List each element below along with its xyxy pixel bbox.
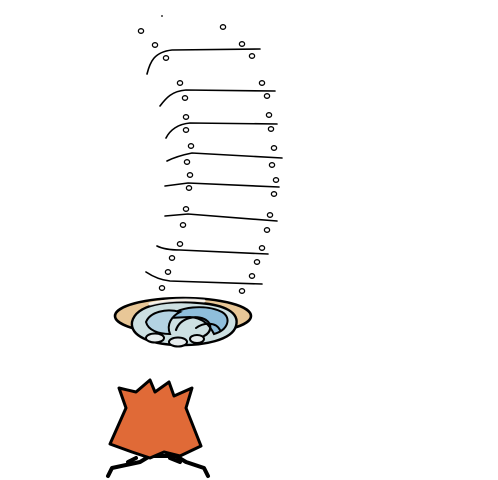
small-ring-icon (268, 162, 276, 168)
small-ring-icon (248, 53, 256, 59)
small-ring-icon (151, 42, 159, 48)
rung-ladder (145, 48, 283, 285)
small-ring-icon (258, 245, 266, 251)
portal-swirl-band (165, 306, 229, 336)
small-ring-icon (176, 80, 184, 86)
creature-legs (106, 454, 210, 478)
small-ring-icon (185, 185, 193, 191)
small-ring-icon (219, 24, 227, 30)
rung-5 (164, 182, 280, 188)
small-ring-icon (181, 95, 189, 101)
small-ring-icon (162, 55, 170, 61)
swirl-portal-icon (113, 296, 253, 348)
small-ring-icon (270, 145, 278, 151)
rung-8 (145, 271, 263, 285)
small-ring-icon (270, 191, 278, 197)
small-ring-icon (253, 259, 261, 265)
small-ring-icon (187, 143, 195, 149)
small-ring-icon (263, 227, 271, 233)
small-ring-icon (238, 41, 246, 47)
small-ring-icon (258, 80, 266, 86)
small-ring-icon (179, 222, 187, 228)
portal-bubble (189, 334, 205, 344)
small-ring-icon (182, 127, 190, 133)
small-ring-icon (248, 273, 256, 279)
portal-swirl-band (144, 309, 183, 336)
creature-feet (126, 456, 182, 464)
small-ring-icon (182, 206, 190, 212)
rung-2 (159, 89, 276, 107)
small-ring-icon (183, 159, 191, 165)
portal-bubble (145, 332, 165, 344)
small-ring-icon (164, 269, 172, 275)
portal-swirl-arc (174, 316, 212, 338)
small-ring-icon (267, 126, 275, 132)
portal-swirl-arc (195, 322, 221, 331)
small-ring-icon (186, 172, 194, 178)
portal-highlight (148, 298, 206, 306)
small-ring-icon (266, 212, 274, 218)
rung-6 (164, 213, 278, 222)
orange-fox-creature-icon (106, 378, 210, 478)
bead-cloud (137, 15, 280, 294)
small-ring-icon (158, 285, 166, 291)
rung-4 (166, 152, 283, 162)
portal-bubble (168, 336, 188, 348)
rung-7 (156, 245, 269, 255)
small-ring-icon (182, 114, 190, 120)
small-ring-icon (137, 28, 145, 34)
small-ring-icon (161, 15, 163, 17)
small-ring-icon (238, 288, 246, 294)
small-ring-icon (263, 93, 271, 99)
small-ring-icon (265, 112, 273, 118)
rung-1 (146, 48, 261, 75)
small-ring-icon (272, 177, 280, 183)
creature-body (108, 378, 203, 460)
small-ring-icon (168, 255, 176, 261)
rung-3 (165, 122, 278, 139)
small-ring-icon (176, 241, 184, 247)
